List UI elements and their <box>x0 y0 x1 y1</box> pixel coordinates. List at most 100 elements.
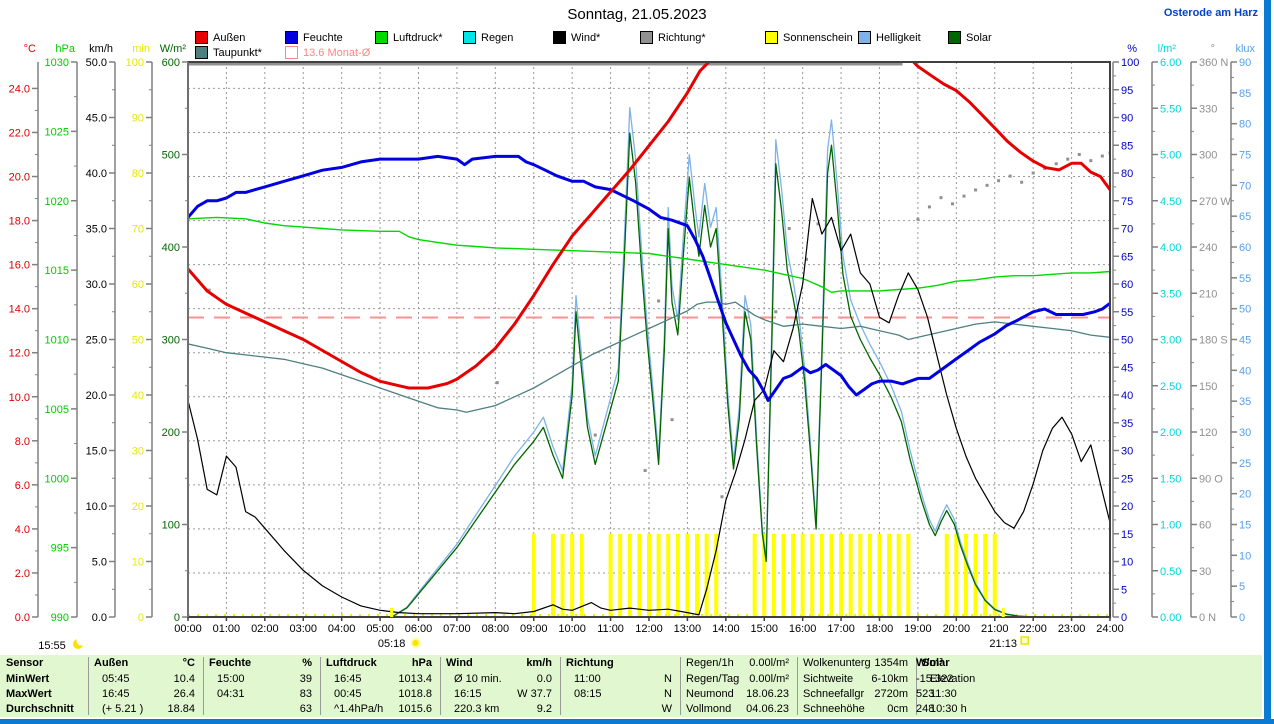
legend-label: Feuchte <box>303 31 343 44</box>
axis-label: 65 <box>1121 251 1133 263</box>
axis-label: 20 <box>1239 489 1251 501</box>
legend-helligkeit: Helligkeit <box>858 31 921 44</box>
axis-label: 8.0 <box>15 436 30 448</box>
axis-: % 0 5 10 15 20 25 30 35 40 45 50 55 60 65 70 75 80 85 90 95 1… <box>1112 43 1139 624</box>
axis-label: 20.0 <box>9 172 30 184</box>
stat-value: -15.322 <box>916 673 954 685</box>
axis-label: 85 <box>1239 88 1251 100</box>
axis-label: 2.0 <box>15 568 30 580</box>
axis-label: 90 <box>132 113 144 125</box>
axis-label: 0 <box>138 612 144 624</box>
axis-hpa: hPa 990 995 1000 1005 1010 1015 1020 1025 1030 <box>45 43 78 624</box>
stat-value: 0.00l/m² <box>749 673 789 685</box>
time-label: 16:00 <box>789 623 817 635</box>
axis-: ° 0 N 30 60 90 O 120 150 180 S 210 240 270 W 300 330… <box>1190 43 1231 624</box>
stat-value: 9.2 <box>536 703 552 715</box>
axis-label: 60 <box>1121 279 1133 291</box>
legend-feuchte: Feuchte <box>285 31 343 44</box>
axis-label: 995 <box>51 543 69 555</box>
axis-label: 1010 <box>45 335 69 347</box>
stat-label: Wolkenunterg <box>803 657 871 669</box>
axis-label: 45 <box>1121 362 1133 374</box>
series-taupunkt <box>188 301 1110 413</box>
column-unit: % <box>302 657 312 669</box>
legend-richtung: Richtung* <box>640 31 706 44</box>
axis-label: 30 <box>1239 427 1251 439</box>
table-column-separator <box>320 657 321 715</box>
axis-label: 3.50 <box>1160 288 1181 300</box>
axis-label: 0 N <box>1199 612 1216 624</box>
legend-swatch <box>553 31 566 44</box>
axis-label: 25 <box>1239 458 1251 470</box>
column-header: Wind <box>446 657 473 669</box>
stat-time: Ø 10 min. <box>454 673 502 685</box>
axis-label: 12.0 <box>9 348 30 360</box>
axis-label: 120 <box>1199 427 1217 439</box>
axis-label: 15.0 <box>86 446 107 458</box>
axis-w-m: W/m² 0 100 200 300 400 500 600 <box>160 43 189 624</box>
row-header: Durchschnitt <box>6 703 74 715</box>
column-header: Solar <box>922 657 950 669</box>
axis-label: 4.00 <box>1160 242 1181 254</box>
axis-label: 1005 <box>45 404 69 416</box>
stat-value: 1013.4 <box>398 673 432 685</box>
axis-label: 60 <box>1199 520 1211 532</box>
time-label: 03:00 <box>289 623 317 635</box>
time-label: 06:00 <box>405 623 433 635</box>
axis-label: 10 <box>1121 557 1133 569</box>
moonrise-time: 15:55 <box>38 640 66 652</box>
legend-sonnenschein: Sonnenschein <box>765 31 853 44</box>
axis-label: 50 <box>1121 335 1133 347</box>
stat-time: 04:31 <box>217 688 245 700</box>
stat-value: 6-10km <box>871 673 908 685</box>
time-label: 15:00 <box>750 623 778 635</box>
time-label: 23:00 <box>1058 623 1086 635</box>
axis-label: 1015 <box>45 265 69 277</box>
time-label: 11:00 <box>597 623 624 635</box>
stat-time: 05:45 <box>102 673 130 685</box>
legend-swatch <box>858 31 871 44</box>
axis-label: 40 <box>132 390 144 402</box>
axis-c: °C 0.0 2.0 4.0 6.0 8.0 10.0 12.0 14.0 16.0 18.0 20.… <box>9 43 39 624</box>
axis-label: 150 <box>1199 381 1217 393</box>
time-label: 08:00 <box>482 623 510 635</box>
time-label: 02:00 <box>251 623 279 635</box>
stat-time: 16:45 <box>102 688 130 700</box>
table-column-separator <box>203 657 204 715</box>
axis-label: 14.0 <box>9 304 30 316</box>
time-label: 04:00 <box>328 623 356 635</box>
column-header: Außen <box>94 657 129 669</box>
axis-label: 0 <box>174 612 180 624</box>
axis-label: 240 <box>1199 242 1217 254</box>
axis-unit-w-m: W/m² <box>160 43 187 55</box>
axis-label: 270 W <box>1199 196 1231 208</box>
axis-label: 5.00 <box>1160 150 1181 162</box>
axis-label: 1.50 <box>1160 473 1181 485</box>
stat-value: N <box>664 673 672 685</box>
axis-label: 10.0 <box>86 501 107 513</box>
sun-markers: 05:18 21:13 15:55 <box>38 608 1029 652</box>
axis-klux: klux 0 5 10 15 20 25 30 35 40 45 50 55 60 65 70 75 80 85 90 <box>1230 43 1255 624</box>
axis-label: 6.00 <box>1160 57 1181 69</box>
axis-label: 24.0 <box>9 83 30 95</box>
legend-label: Richtung* <box>658 31 706 44</box>
stat-time: 220.3 km <box>454 703 500 715</box>
legend-swatch <box>463 31 476 44</box>
time-label: 05:00 <box>366 623 394 635</box>
axis-label: 10 <box>1239 550 1251 562</box>
time-label: 18:00 <box>866 623 894 635</box>
axis-label: 70 <box>1121 224 1133 236</box>
time-label: 20:00 <box>943 623 971 635</box>
row-header: Sensor <box>6 657 44 669</box>
axis-label: 25 <box>1121 473 1133 485</box>
window-right-border <box>1264 0 1271 724</box>
legend-label: Luftdruck* <box>393 31 443 44</box>
legend-taupunkt: Taupunkt* <box>195 46 262 59</box>
axis-label: 70 <box>1239 180 1251 192</box>
axis-label: 80 <box>1121 168 1133 180</box>
axis-label: 18.0 <box>9 216 30 228</box>
axis-label: 360 N <box>1199 57 1228 69</box>
axis-label: 5.50 <box>1160 103 1181 115</box>
axis-unit-: % <box>1127 43 1137 55</box>
axis-label: 300 <box>162 335 180 347</box>
